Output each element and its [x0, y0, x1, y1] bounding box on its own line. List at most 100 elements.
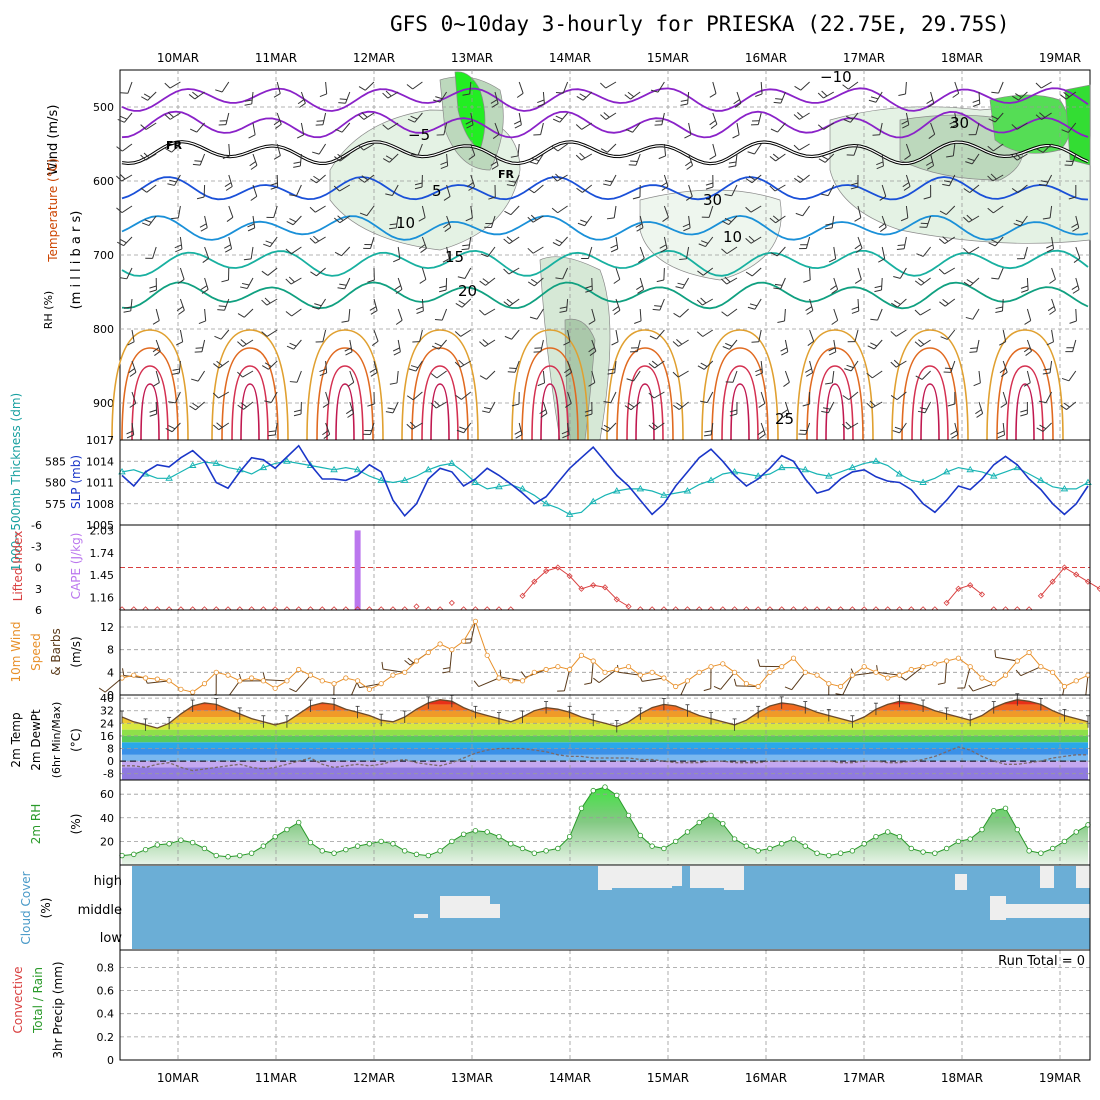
- wind-barb: [457, 267, 472, 279]
- temp-color-band: [122, 723, 1088, 730]
- wind-barb: [818, 153, 835, 163]
- wind-barb-flag: [577, 222, 585, 227]
- wind-barb-staff: [1026, 277, 1029, 291]
- wind-barb-flag: [806, 372, 813, 377]
- wind-barb: [658, 143, 667, 160]
- temp-tick-label: 40: [100, 692, 114, 705]
- wind-barb-flag: [420, 247, 427, 253]
- wind-barb-flag: [479, 375, 487, 380]
- wind-barb-staff: [581, 122, 593, 130]
- wind-barb-flag: [389, 223, 397, 226]
- contour-boundary-layer: [401, 329, 479, 441]
- wind-barb-staff: [972, 683, 994, 692]
- wind-barb-flag: [418, 244, 426, 250]
- wind-barb-staff: [975, 122, 980, 135]
- wind-barb: [432, 91, 448, 103]
- cloud-gap: [598, 866, 612, 890]
- wind-barb-staff: [847, 422, 859, 430]
- wind-barb-flag: [675, 286, 683, 289]
- wind-barb-staff: [930, 91, 935, 104]
- wind-barb-staff: [1002, 422, 1006, 435]
- wind-barb-flag: [335, 128, 343, 133]
- wind-barb-flag: [333, 217, 341, 224]
- wind-speed-point: [413, 658, 420, 664]
- wind-barb: [98, 677, 123, 693]
- wind-barb-flag: [1071, 223, 1079, 228]
- rh-point: [272, 833, 278, 840]
- cloud-gap: [1076, 866, 1090, 888]
- wind-barb: [393, 246, 401, 263]
- wind-barb-flag: [866, 402, 873, 409]
- wind-barb-flag: [1046, 248, 1054, 253]
- wind-barb-staff: [252, 215, 256, 228]
- cloud-gap: [1040, 866, 1054, 888]
- wind-speed-point: [237, 678, 243, 684]
- wind-barb-flag: [938, 238, 946, 244]
- wind-barb: [202, 246, 210, 263]
- wind-barb-staff: [179, 267, 185, 280]
- wind-barb: [212, 391, 230, 399]
- wind-barb-staff: [824, 153, 835, 163]
- wind-barb-staff: [1026, 308, 1032, 321]
- wind-barb: [721, 308, 738, 317]
- wind-barb: [408, 360, 423, 372]
- wind-barb-staff: [688, 122, 692, 135]
- contour-boundary-layer: [816, 365, 854, 441]
- wind-speed-point: [531, 669, 537, 675]
- wind-barb-flag: [721, 311, 728, 317]
- wind-barb-staff: [774, 184, 786, 192]
- wind-barb-staff: [944, 298, 956, 307]
- wind-barb-flag: [818, 158, 826, 163]
- wind-barb-staff: [615, 267, 621, 280]
- wind-barb-staff: [639, 246, 645, 259]
- temp-label-2: 2m DewPt: [29, 709, 43, 771]
- wind-barb-staff: [760, 360, 763, 373]
- wind-barb: [576, 184, 593, 193]
- wind-barb-staff: [412, 81, 423, 90]
- wind-barb-staff: [944, 236, 956, 244]
- temp-tick-label: -8: [103, 768, 114, 781]
- wind-barb: [769, 215, 786, 224]
- wind-barb-flag: [894, 300, 901, 305]
- wind-speed-point: [343, 675, 349, 681]
- wind-speed-point: [1038, 664, 1044, 670]
- wind-barb-flag: [459, 426, 467, 430]
- wind-speed-point: [166, 678, 172, 684]
- wind-barb-staff: [905, 666, 924, 681]
- wind-barb-flag: [926, 99, 934, 104]
- wind-barb-flag: [490, 99, 498, 104]
- wind-barb: [128, 360, 137, 377]
- wind-barb-flag: [703, 688, 711, 692]
- thickness-point: [895, 470, 904, 477]
- wind-barb: [527, 246, 544, 254]
- wind-barb-staff: [946, 329, 956, 340]
- contour-boundary-layer: [211, 329, 289, 441]
- wind-barb: [793, 143, 810, 151]
- wind-barb-staff: [370, 236, 375, 249]
- wind-barb-flag: [408, 368, 416, 372]
- contour-freezing: [121, 141, 1089, 165]
- lifted-index-point: [943, 599, 950, 606]
- wind-speed-point: [567, 666, 573, 673]
- wind-barb-staff: [461, 391, 472, 400]
- wind-barb: [1073, 246, 1081, 263]
- wind-barb: [141, 91, 157, 101]
- wind-barb-flag: [988, 242, 996, 247]
- wind-barb-flag: [247, 223, 255, 228]
- wind-barb: [1046, 236, 1055, 253]
- freezing-label: FR: [498, 168, 515, 181]
- wind-barb-staff: [805, 236, 811, 249]
- wind-barb: [952, 81, 960, 98]
- wind-barb-staff: [509, 298, 520, 307]
- wind-barb-staff: [339, 184, 351, 192]
- wind-barb-flag: [705, 186, 714, 190]
- wind-barb-flag: [797, 111, 804, 118]
- wind-barb: [164, 81, 181, 89]
- wind-barb: [721, 276, 738, 285]
- wind-barb-flag: [333, 185, 340, 192]
- date-label-top: 17MAR: [843, 51, 885, 65]
- contour-boundary-layer: [531, 365, 569, 441]
- wind-barb-flag: [537, 103, 545, 107]
- wind-barb-staff: [1049, 360, 1053, 373]
- date-label-bottom: 11MAR: [255, 1071, 297, 1085]
